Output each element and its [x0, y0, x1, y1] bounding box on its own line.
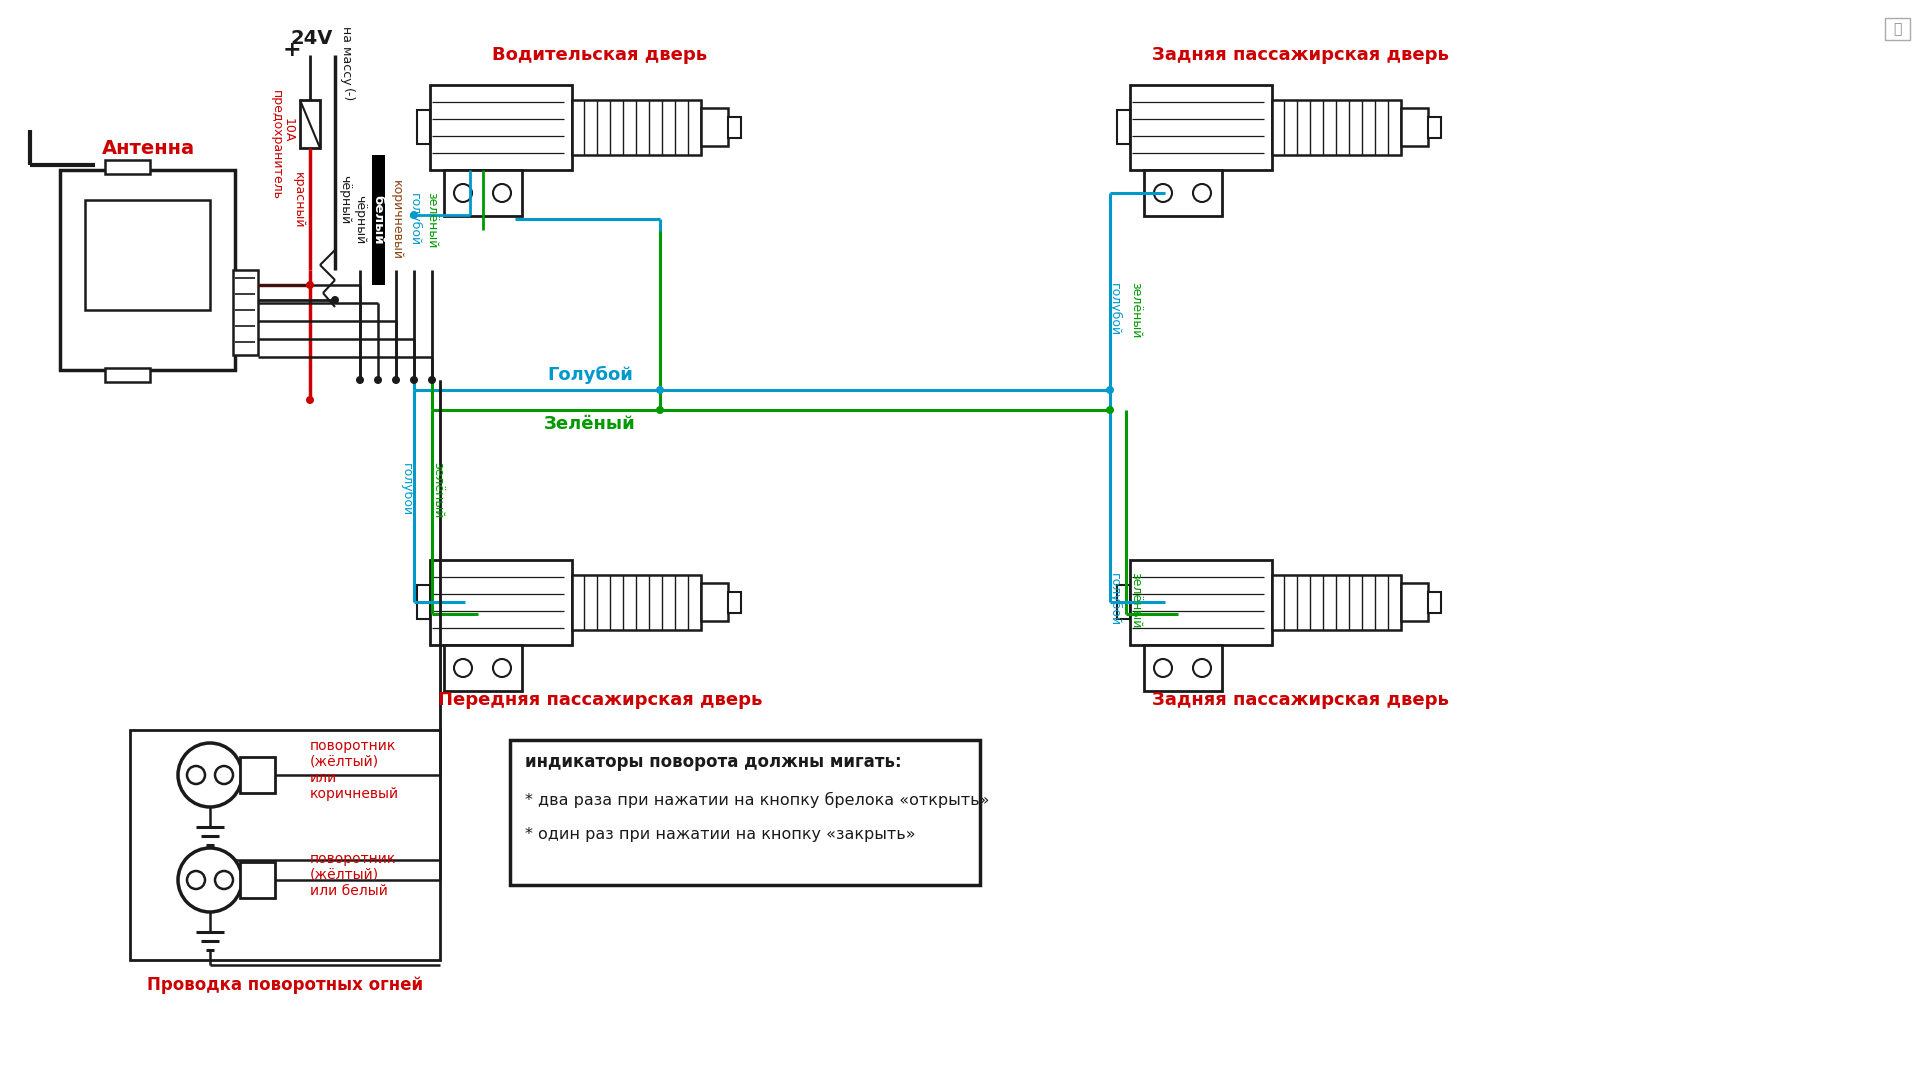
Circle shape — [1192, 659, 1212, 677]
Circle shape — [493, 184, 511, 202]
Circle shape — [179, 743, 242, 807]
Circle shape — [215, 870, 232, 889]
Text: зелёный: зелёный — [426, 192, 438, 248]
Bar — [1131, 85, 1271, 170]
Circle shape — [330, 296, 340, 303]
Text: зелёный: зелёный — [1129, 282, 1142, 338]
Text: красный: красный — [292, 172, 305, 228]
Text: Задняя пассажирская дверь: Задняя пассажирская дверь — [1152, 46, 1448, 64]
Bar — [701, 583, 728, 621]
Bar — [444, 645, 522, 691]
Text: коричневый: коричневый — [390, 180, 403, 260]
Circle shape — [1106, 386, 1114, 394]
Text: предохранитель: предохранитель — [269, 90, 282, 200]
Bar — [131, 730, 440, 960]
Text: индикаторы поворота должны мигать:: индикаторы поворота должны мигать: — [524, 753, 902, 771]
Circle shape — [1106, 406, 1114, 414]
Bar — [1885, 18, 1910, 40]
Bar — [106, 160, 150, 174]
Bar — [728, 592, 741, 613]
Bar — [84, 200, 209, 310]
Text: Водительская дверь: Водительская дверь — [492, 46, 708, 64]
Bar — [372, 156, 386, 285]
Circle shape — [179, 848, 242, 912]
Text: Задняя пассажирская дверь: Задняя пассажирская дверь — [1152, 691, 1448, 708]
Bar — [511, 740, 979, 885]
Text: Передняя пассажирская дверь: Передняя пассажирская дверь — [438, 691, 762, 708]
Circle shape — [1154, 184, 1171, 202]
Text: поворотник
(жёлтый)
или белый: поворотник (жёлтый) или белый — [309, 852, 396, 899]
Circle shape — [305, 281, 315, 289]
Bar — [232, 270, 257, 355]
Text: Зелёный: Зелёный — [543, 415, 636, 433]
Bar — [1271, 575, 1402, 630]
Bar — [1144, 645, 1221, 691]
Circle shape — [374, 376, 382, 384]
Bar — [1117, 110, 1131, 144]
Bar — [1131, 561, 1271, 645]
Bar — [1428, 592, 1442, 613]
Text: 10А: 10А — [282, 118, 294, 143]
Circle shape — [411, 376, 419, 384]
Text: Антенна: Антенна — [102, 138, 194, 158]
Text: зелёный: зелёный — [432, 462, 445, 518]
Bar — [1117, 585, 1131, 619]
Bar — [300, 100, 321, 148]
Text: 24V: 24V — [290, 28, 334, 48]
Bar — [430, 561, 572, 645]
Text: +: + — [282, 40, 301, 60]
Circle shape — [186, 870, 205, 889]
Circle shape — [411, 211, 419, 219]
Circle shape — [305, 396, 315, 404]
Text: голубой: голубой — [407, 193, 420, 246]
Text: ⛶: ⛶ — [1893, 22, 1901, 36]
Circle shape — [215, 766, 232, 784]
Bar — [572, 575, 701, 630]
Text: голубой: голубой — [399, 463, 413, 516]
Bar — [417, 110, 430, 144]
Circle shape — [355, 376, 365, 384]
Text: чёрный: чёрный — [338, 175, 351, 225]
Bar — [60, 170, 234, 370]
Text: (-): (-) — [340, 87, 353, 103]
Text: голубой: голубой — [1108, 283, 1121, 337]
Bar — [701, 108, 728, 146]
Bar — [444, 170, 522, 216]
Text: поворотник
(жёлтый)
или
коричневый: поворотник (жёлтый) или коричневый — [309, 739, 399, 801]
Bar — [572, 100, 701, 156]
Circle shape — [1192, 184, 1212, 202]
Text: Голубой: Голубой — [547, 366, 634, 384]
Circle shape — [453, 184, 472, 202]
Circle shape — [392, 376, 399, 384]
Bar — [1271, 100, 1402, 156]
Circle shape — [453, 659, 472, 677]
Circle shape — [657, 406, 664, 414]
Text: * один раз при нажатии на кнопку «закрыть»: * один раз при нажатии на кнопку «закрыт… — [524, 827, 916, 842]
Bar — [1402, 583, 1428, 621]
Text: белый: белый — [371, 195, 384, 245]
Text: Проводка поворотных огней: Проводка поворотных огней — [148, 976, 422, 994]
Text: голубой: голубой — [1108, 573, 1121, 626]
Circle shape — [493, 659, 511, 677]
Bar — [106, 368, 150, 382]
Bar — [1428, 117, 1442, 138]
Bar — [430, 85, 572, 170]
Bar — [1402, 108, 1428, 146]
Circle shape — [186, 766, 205, 784]
Text: зелёный: зелёный — [1129, 571, 1142, 629]
Text: на массу: на массу — [340, 26, 353, 84]
Circle shape — [1154, 659, 1171, 677]
Bar — [240, 862, 275, 897]
Text: чёрный: чёрный — [353, 195, 367, 245]
Text: * два раза при нажатии на кнопку брелока «открыть»: * два раза при нажатии на кнопку брелока… — [524, 792, 989, 808]
Circle shape — [657, 386, 664, 394]
Bar — [417, 585, 430, 619]
Bar — [1144, 170, 1221, 216]
Bar — [728, 117, 741, 138]
Bar — [240, 757, 275, 793]
Circle shape — [428, 376, 436, 384]
